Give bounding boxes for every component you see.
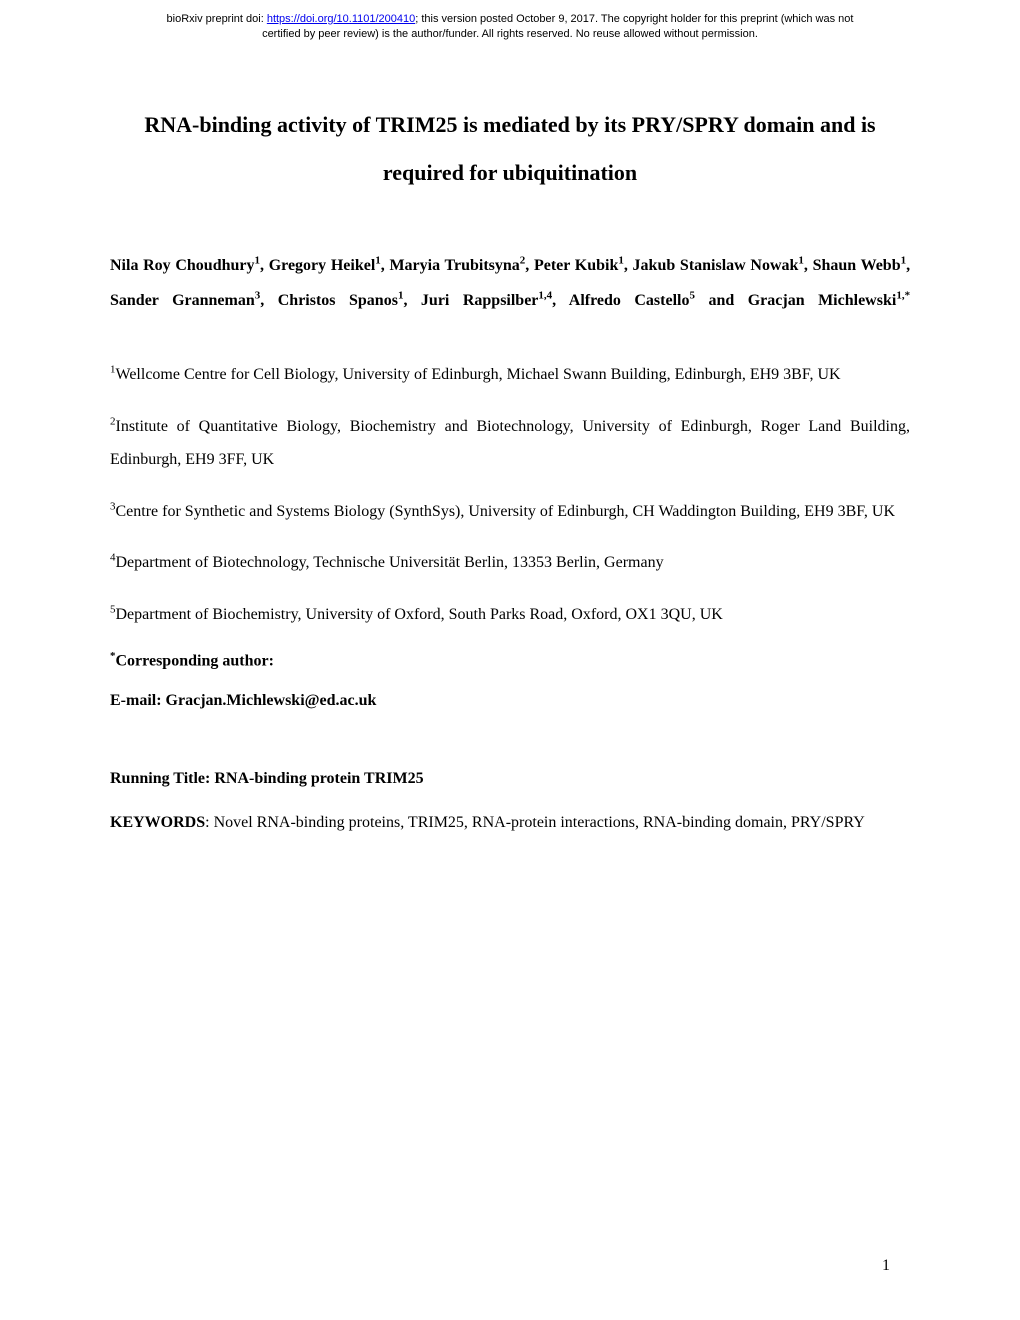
corresponding-author: *Corresponding author: bbox=[110, 650, 910, 670]
email-label: E-mail: bbox=[110, 692, 166, 709]
affiliation: 5Department of Biochemistry, University … bbox=[110, 598, 910, 632]
keywords: KEYWORDS: Novel RNA-binding proteins, TR… bbox=[110, 806, 910, 840]
preprint-header: bioRxiv preprint doi: https://doi.org/10… bbox=[0, 0, 1020, 51]
author-affiliation-ref: 1 bbox=[798, 254, 804, 266]
affiliation: 3Centre for Synthetic and Systems Biolog… bbox=[110, 495, 910, 529]
author-name: Nila Roy Choudhury bbox=[110, 257, 255, 274]
preprint-text-prefix: bioRxiv preprint doi: bbox=[167, 13, 267, 25]
email-line: E-mail: Gracjan.Michlewski@ed.ac.uk bbox=[110, 692, 910, 710]
running-title-label: Running Title: bbox=[110, 770, 214, 787]
author-name: Jakub Stanislaw Nowak bbox=[633, 257, 799, 274]
author-name: Shaun Webb bbox=[813, 257, 901, 274]
running-title-value: RNA-binding protein TRIM25 bbox=[214, 770, 423, 787]
page-number: 1 bbox=[882, 1257, 890, 1275]
author-affiliation-ref: 1 bbox=[375, 254, 381, 266]
author-name: Juri Rappsilber bbox=[421, 292, 539, 309]
affiliation: 2Institute of Quantitative Biology, Bioc… bbox=[110, 410, 910, 477]
affiliation-text: Wellcome Centre for Cell Biology, Univer… bbox=[116, 366, 841, 383]
affiliation-text: Institute of Quantitative Biology, Bioch… bbox=[110, 418, 910, 469]
email-value: Gracjan.Michlewski@ed.ac.uk bbox=[166, 692, 377, 709]
running-title: Running Title: RNA-binding protein TRIM2… bbox=[110, 770, 910, 788]
author-affiliation-ref: 1 bbox=[398, 289, 404, 301]
affiliation-text: Department of Biotechnology, Technische … bbox=[116, 554, 664, 571]
affiliation: 1Wellcome Centre for Cell Biology, Unive… bbox=[110, 358, 910, 392]
preprint-line2: certified by peer review) is the author/… bbox=[262, 28, 758, 40]
affiliation-text: Centre for Synthetic and Systems Biology… bbox=[116, 503, 896, 520]
paper-content: RNA-binding activity of TRIM25 is mediat… bbox=[0, 51, 1020, 840]
author-name: Gracjan Michlewski bbox=[748, 292, 897, 309]
author-affiliation-ref: 1,* bbox=[896, 289, 910, 301]
paper-title: RNA-binding activity of TRIM25 is mediat… bbox=[110, 101, 910, 198]
author-name: Peter Kubik bbox=[534, 257, 618, 274]
keywords-label: KEYWORDS bbox=[110, 814, 205, 831]
preprint-text-suffix: ; this version posted October 9, 2017. T… bbox=[415, 13, 853, 25]
author-affiliation-ref: 3 bbox=[255, 289, 261, 301]
author-affiliation-ref: 2 bbox=[520, 254, 526, 266]
author-name: Christos Spanos bbox=[278, 292, 398, 309]
affiliation-text: Department of Biochemistry, University o… bbox=[116, 606, 723, 623]
keywords-text: : Novel RNA-binding proteins, TRIM25, RN… bbox=[205, 814, 865, 831]
author-list: Nila Roy Choudhury1, Gregory Heikel1, Ma… bbox=[110, 248, 910, 318]
author-name: Gregory Heikel bbox=[269, 257, 376, 274]
affiliation: 4Department of Biotechnology, Technische… bbox=[110, 546, 910, 580]
doi-link[interactable]: https://doi.org/10.1101/200410 bbox=[267, 13, 415, 25]
author-name: Sander Granneman bbox=[110, 292, 255, 309]
and-separator: and bbox=[695, 292, 748, 309]
author-affiliation-ref: 1,4 bbox=[538, 289, 552, 301]
author-affiliation-ref: 1 bbox=[255, 254, 261, 266]
author-name: Maryia Trubitsyna bbox=[389, 257, 519, 274]
corresponding-label: Corresponding author: bbox=[116, 652, 274, 669]
author-name: Alfredo Castello bbox=[569, 292, 690, 309]
author-affiliation-ref: 1 bbox=[901, 254, 907, 266]
author-affiliation-ref: 1 bbox=[618, 254, 624, 266]
